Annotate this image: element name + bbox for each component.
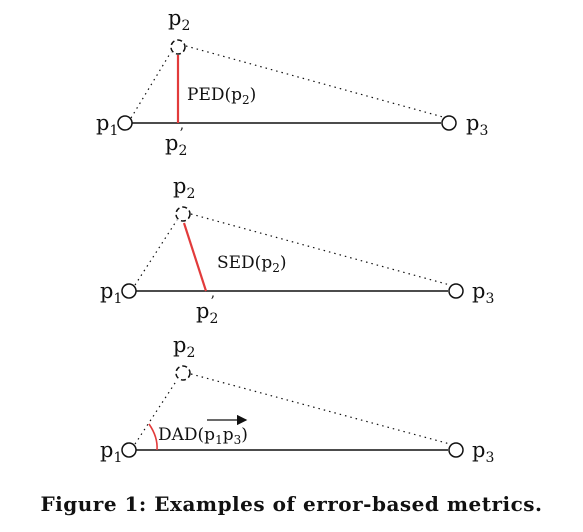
panel-dad: p2 p1 p3 DAD(p1p3) xyxy=(100,333,494,466)
label-p3: p3 xyxy=(466,111,488,139)
panel-sed: p2 p1 p3 p2’ SED(p2) xyxy=(100,174,494,327)
point-p2 xyxy=(175,365,191,381)
label-p1: p1 xyxy=(100,279,122,307)
label-p3: p3 xyxy=(472,279,494,307)
point-p2 xyxy=(170,39,186,55)
label-p2: p2 xyxy=(168,6,190,34)
label-p1: p1 xyxy=(96,111,118,139)
label-p2: p2 xyxy=(173,333,195,361)
label-dad: DAD(p1p3) xyxy=(158,425,248,447)
label-ped: PED(p2) xyxy=(187,85,256,107)
dad-angle-arc xyxy=(148,423,158,451)
point-p3 xyxy=(448,442,464,458)
sed-error-line xyxy=(182,222,208,292)
panel-ped: p2 p1 p3 p2’ PED(p2) xyxy=(96,6,488,159)
label-p2-prime: p2’ xyxy=(165,126,187,159)
point-p1 xyxy=(121,283,137,299)
point-p2 xyxy=(175,206,191,222)
label-p3: p3 xyxy=(472,438,494,466)
label-p2: p2 xyxy=(173,174,195,202)
error-metrics-diagram: p2 p1 p3 p2’ PED(p2) p2 p1 p3 p2’ SED(p2… xyxy=(96,6,494,466)
label-sed: SED(p2) xyxy=(217,253,287,275)
label-p1: p1 xyxy=(100,438,122,466)
point-p1 xyxy=(117,115,133,131)
label-p2-prime: p2’ xyxy=(196,294,218,327)
point-p3 xyxy=(441,115,457,131)
dotted-p1-p2 xyxy=(134,219,178,286)
figure-caption: Figure 1: Examples of error-based metric… xyxy=(40,492,543,516)
point-p3 xyxy=(448,283,464,299)
dotted-p2-p3 xyxy=(185,45,444,118)
dotted-p1-p2 xyxy=(130,51,172,119)
dotted-p2-p3 xyxy=(190,373,451,445)
dotted-p2-p3 xyxy=(190,213,451,286)
point-p1 xyxy=(121,442,137,458)
